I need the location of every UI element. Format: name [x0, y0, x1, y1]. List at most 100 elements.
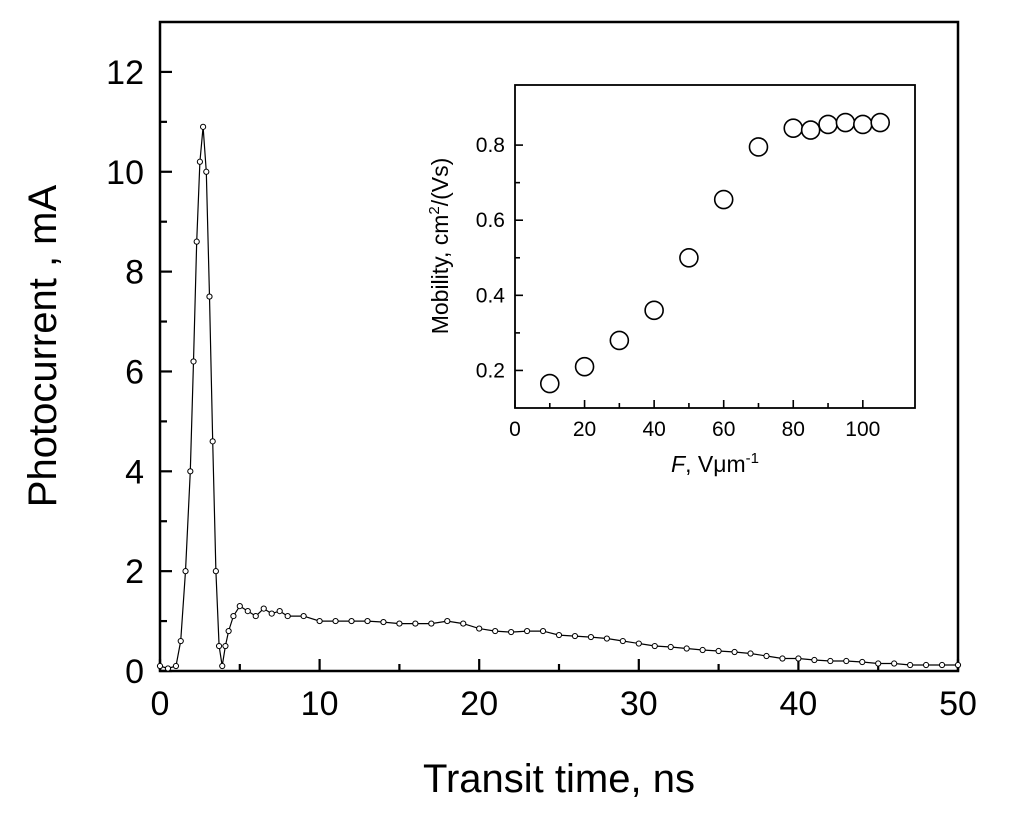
- y-tick-label: 0.6: [476, 209, 505, 232]
- x-tick-label: 0: [151, 685, 170, 723]
- x-tick-label: 60: [712, 418, 735, 441]
- inset-data-point: [574, 356, 595, 377]
- x-tick-label: 30: [620, 685, 658, 723]
- inset-y-label-unit: /(Vs): [427, 158, 453, 207]
- main-data-point: [603, 635, 610, 642]
- main-data-point: [523, 627, 531, 635]
- main-data-point: [348, 617, 355, 625]
- inset-y-axis-label: Mobility, cm2/(Vs): [426, 158, 453, 335]
- y-tick-label: 0.4: [476, 284, 506, 307]
- main-data-point: [203, 168, 210, 175]
- inset-data-point: [679, 247, 699, 268]
- x-tick-label: 50: [939, 685, 977, 723]
- y-tick-label: 6: [125, 353, 144, 391]
- main-data-point: [922, 661, 930, 669]
- inset-y-axis-ticks: 0.2 0.4 0.6 0.8: [476, 134, 523, 382]
- inset-plot: 0 20 40 60 80 100 0.2 0.4 0.6 0.8 F, Vμm-1 Mobil…: [420, 75, 923, 485]
- main-data-point: [206, 293, 213, 300]
- y-tick-label: 2: [125, 553, 144, 591]
- y-tick-label: 12: [106, 54, 144, 92]
- main-data-point: [396, 620, 403, 627]
- main-data-point: [875, 660, 882, 667]
- main-data-point: [619, 637, 626, 645]
- main-data-point: [795, 655, 802, 662]
- main-data-point: [651, 642, 658, 650]
- inset-x-label-var: F: [671, 451, 687, 477]
- inset-data-point: [539, 373, 560, 394]
- main-data-point: [212, 568, 219, 575]
- y-tick-label: 10: [106, 154, 144, 192]
- main-data-point: [699, 646, 706, 654]
- x-tick-label: 10: [301, 685, 339, 723]
- main-data-point: [268, 610, 275, 617]
- x-tick-label: 80: [782, 418, 805, 441]
- main-data-point: [284, 612, 291, 620]
- main-data-point: [811, 656, 818, 664]
- main-data-point: [215, 642, 223, 650]
- main-data-point: [164, 665, 172, 672]
- main-data-point: [667, 643, 674, 651]
- main-data-point: [843, 657, 850, 665]
- main-data-point: [332, 617, 339, 625]
- y-tick-label: 0: [125, 653, 144, 691]
- main-data-point: [252, 612, 259, 620]
- inset-data-point: [644, 300, 664, 321]
- main-data-point: [715, 647, 722, 655]
- main-data-point: [587, 633, 595, 641]
- main-data-point: [635, 640, 642, 647]
- main-data-point: [731, 648, 738, 656]
- main-data-point: [763, 652, 770, 660]
- main-data-point: [827, 657, 834, 665]
- inset-x-axis-ticks: 0 20 40 60 80 100: [509, 400, 880, 441]
- inset-series: [539, 112, 891, 394]
- inset-background: [420, 75, 923, 485]
- main-data-point: [219, 662, 226, 670]
- main-data-point: [492, 627, 499, 635]
- main-data-point: [300, 612, 307, 620]
- inset-data-point: [713, 189, 734, 210]
- main-data-point: [938, 661, 946, 669]
- main-data-point: [190, 358, 197, 365]
- inset-y-label-exp: 2: [426, 206, 443, 214]
- main-x-axis-ticks: 0 10 20 30 40 50: [151, 659, 977, 723]
- main-data-point: [236, 603, 243, 610]
- main-data-point: [683, 645, 690, 652]
- y-tick-label: 0.8: [476, 134, 505, 157]
- main-data-point: [428, 620, 435, 627]
- main-data-point: [177, 637, 184, 645]
- main-data-point: [199, 123, 207, 130]
- main-data-point: [380, 618, 387, 626]
- x-tick-label: 100: [845, 418, 880, 441]
- main-data-point: [859, 658, 866, 666]
- main-data-point: [508, 628, 515, 636]
- main-data-point: [779, 655, 786, 662]
- main-data-point: [260, 605, 267, 612]
- inset-data-point: [870, 112, 891, 133]
- inset-y-label-main: Mobility, cm: [427, 215, 453, 335]
- inset-data-point: [748, 137, 769, 157]
- main-data-point: [891, 660, 898, 667]
- inset-plot-frame: [514, 84, 916, 409]
- main-data-point: [364, 617, 371, 625]
- inset-data-point: [835, 112, 856, 133]
- main-data-point: [156, 662, 164, 670]
- main-series: [156, 123, 962, 672]
- x-tick-label: 40: [642, 418, 665, 441]
- inset-x-axis-label: F, Vμm-1: [671, 450, 759, 477]
- main-data-point: [476, 625, 483, 632]
- main-data-point: [230, 612, 237, 620]
- main-x-axis-label: Transit time, ns: [423, 757, 695, 801]
- main-data-point: [187, 468, 194, 475]
- main-data-point: [412, 620, 419, 627]
- main-data-point: [444, 617, 451, 625]
- main-data-point: [555, 631, 563, 639]
- y-tick-label: 0.2: [476, 359, 505, 382]
- main-data-point: [193, 238, 200, 245]
- inset-data-point: [853, 114, 873, 135]
- main-data-point: [747, 650, 754, 657]
- main-y-axis-ticks: 0 2 4 6 8 10 12: [106, 54, 172, 691]
- x-tick-label: 40: [779, 685, 817, 723]
- inset-data-point: [783, 118, 804, 138]
